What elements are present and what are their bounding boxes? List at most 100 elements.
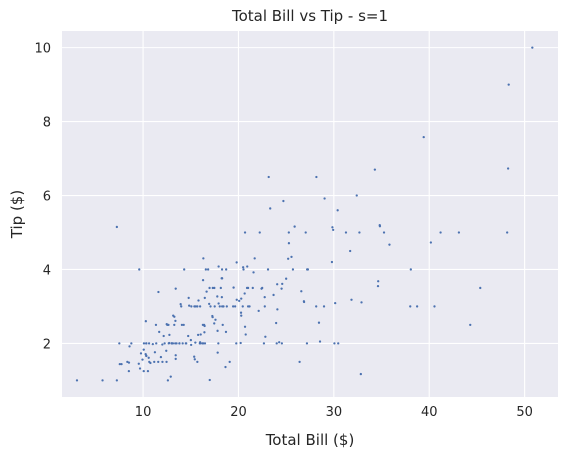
data-point — [358, 231, 361, 234]
data-point — [216, 351, 219, 354]
data-point — [359, 372, 362, 376]
data-point — [206, 268, 210, 271]
data-point — [174, 354, 177, 357]
data-point — [506, 231, 509, 234]
data-point — [257, 309, 260, 313]
data-point — [304, 231, 307, 234]
data-point — [179, 303, 182, 306]
data-point — [225, 268, 228, 271]
data-point — [189, 338, 193, 342]
data-point — [162, 334, 165, 338]
data-point — [115, 379, 118, 382]
data-point — [157, 290, 160, 294]
data-point — [235, 342, 238, 345]
data-point — [175, 342, 178, 345]
data-point — [165, 349, 168, 352]
x-tick-label: 30 — [326, 405, 343, 420]
data-point — [190, 343, 193, 347]
data-point — [201, 342, 204, 345]
data-point — [251, 286, 254, 290]
data-point — [415, 305, 419, 308]
data-point — [233, 305, 237, 308]
data-point — [318, 340, 322, 343]
data-point — [263, 296, 266, 299]
data-point — [322, 305, 326, 308]
data-point — [147, 356, 150, 359]
data-point — [267, 175, 270, 179]
data-point — [187, 334, 190, 338]
data-point — [208, 286, 211, 290]
plot-area — [62, 31, 558, 397]
data-point — [180, 323, 184, 327]
data-point — [193, 355, 196, 358]
data-point — [217, 342, 220, 345]
data-point — [350, 298, 353, 301]
data-point — [290, 255, 293, 259]
data-point — [243, 292, 246, 295]
data-point — [231, 305, 235, 308]
data-point — [126, 360, 129, 364]
data-point — [479, 286, 482, 290]
data-point — [193, 358, 196, 361]
data-point — [506, 167, 510, 170]
data-point — [224, 365, 227, 369]
data-point — [300, 290, 303, 293]
data-points — [75, 46, 534, 382]
data-point — [240, 314, 243, 317]
data-point — [228, 360, 231, 364]
data-point — [244, 333, 247, 336]
data-point — [272, 293, 275, 297]
data-point — [360, 301, 363, 304]
data-point — [142, 369, 145, 373]
data-point — [388, 243, 391, 246]
data-point — [216, 295, 219, 298]
data-point — [240, 297, 243, 300]
data-point — [209, 305, 212, 308]
data-point — [190, 305, 193, 308]
data-point — [332, 228, 335, 232]
data-point — [287, 231, 290, 234]
data-point — [181, 342, 184, 345]
data-point — [275, 342, 278, 345]
data-point — [349, 249, 352, 253]
data-point — [221, 323, 224, 327]
x-tick-label: 10 — [135, 405, 152, 420]
data-point — [282, 199, 285, 203]
data-point — [120, 362, 123, 366]
data-point — [151, 342, 154, 346]
data-point — [169, 375, 172, 378]
data-point — [305, 342, 309, 345]
data-point — [241, 266, 245, 269]
data-point — [239, 311, 243, 314]
data-point — [373, 168, 377, 171]
data-point — [276, 308, 279, 311]
data-point — [376, 284, 380, 288]
data-point — [263, 305, 266, 308]
data-point — [178, 342, 181, 345]
data-point — [208, 302, 211, 305]
data-point — [293, 225, 296, 228]
data-point — [220, 277, 223, 280]
data-point — [127, 369, 131, 373]
data-point — [174, 287, 177, 290]
x-tick-label: 20 — [230, 405, 247, 420]
data-point — [216, 329, 219, 332]
data-point — [291, 268, 295, 271]
data-point — [221, 305, 224, 308]
data-point — [355, 194, 358, 197]
data-point — [75, 379, 79, 382]
data-point — [253, 257, 256, 260]
data-point — [334, 301, 337, 305]
data-point — [161, 360, 164, 364]
data-point — [336, 209, 339, 212]
data-point — [330, 260, 334, 264]
data-point — [242, 268, 245, 271]
data-point — [201, 279, 205, 282]
data-point — [409, 268, 412, 271]
data-point — [214, 318, 217, 321]
data-point — [220, 296, 224, 299]
data-point — [142, 348, 145, 351]
data-point — [274, 321, 278, 325]
data-point — [269, 207, 272, 210]
